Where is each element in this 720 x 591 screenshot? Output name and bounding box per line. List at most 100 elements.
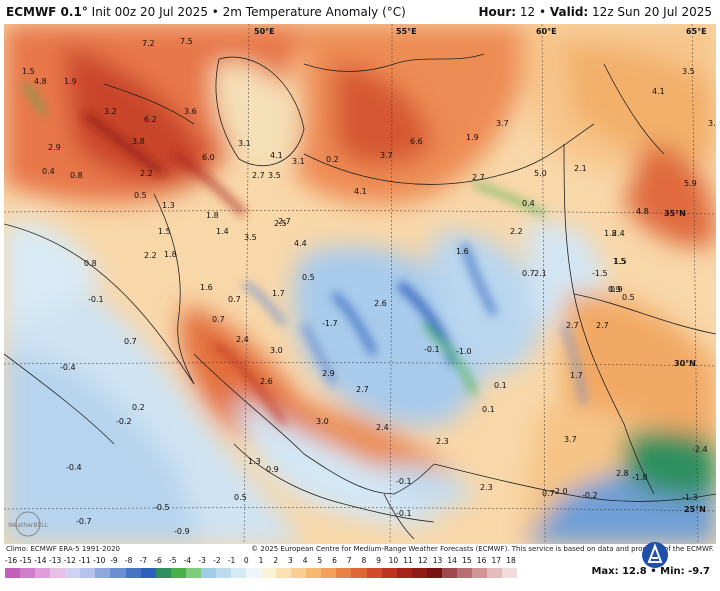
colorbar-tick: 4 bbox=[302, 556, 308, 565]
gridline bbox=[691, 24, 699, 544]
valid-label: Valid: bbox=[549, 5, 589, 19]
colorbar-tick: 8 bbox=[361, 556, 367, 565]
anomaly-value-label: 0.2 bbox=[132, 403, 145, 412]
anomaly-value-label: 7.2 bbox=[142, 39, 155, 48]
anomaly-value-label: 0.8 bbox=[70, 171, 83, 180]
colorbar-tick: 15 bbox=[462, 556, 472, 565]
anomaly-value-label: 0.9 bbox=[266, 465, 279, 474]
watermark-text: WeatherBELL bbox=[8, 522, 49, 529]
model-run-title: ECMWF 0.1° Init 00z 20 Jul 2025 • 2m Tem… bbox=[6, 5, 406, 19]
anomaly-value-label: 1.7 bbox=[570, 371, 583, 380]
anomaly-value-label: 0.7 bbox=[542, 489, 555, 498]
coord-label: 35°N bbox=[664, 209, 686, 218]
copyright-note: © 2025 European Centre for Medium-Range … bbox=[251, 545, 714, 553]
anomaly-value-label: 2.7 bbox=[596, 321, 609, 330]
anomaly-value-label: -1.0 bbox=[456, 347, 472, 356]
anomaly-value-label: 0.4 bbox=[522, 199, 535, 208]
colorbar-swatch bbox=[456, 568, 472, 578]
colorbar-swatch bbox=[155, 568, 171, 578]
coordinate-labels: 50°E 55°E 60°E 65°E 35°N 30°N 25°N bbox=[254, 27, 707, 514]
anomaly-value-label: 2.8 bbox=[616, 469, 629, 478]
anomaly-value-label: 6.2 bbox=[144, 115, 157, 124]
colorbar-tick: 7 bbox=[346, 556, 352, 565]
colorbar: -16 -15 -14 -13 -12 -11 -10 -9 -8 -7 -6 -5 -4 -3 -2 -1 0… bbox=[5, 556, 518, 578]
colorbar-swatch bbox=[366, 568, 382, 578]
colorbar-swatch bbox=[396, 568, 412, 578]
anomaly-value-label: -0.9 bbox=[174, 527, 190, 536]
anomaly-value-label: -0.1 bbox=[396, 509, 412, 518]
anomaly-value-label: 2.7 bbox=[356, 385, 369, 394]
anomaly-value-label: 2.7 bbox=[278, 217, 291, 226]
colorbar-tick: 3 bbox=[288, 556, 293, 565]
anomaly-value-label: 2.2 bbox=[510, 227, 523, 236]
anomaly-value-label: 3.2 bbox=[104, 107, 117, 116]
anomaly-value-label: 2.1 bbox=[534, 269, 547, 278]
map-canvas: 50°E 55°E 60°E 65°E35°N30°N25°N 7.2 7.5 1.5 4.… bbox=[4, 24, 716, 544]
anomaly-value-label: 2.9 bbox=[48, 143, 61, 152]
max-label: Max: bbox=[591, 566, 619, 577]
colorbar-swatch bbox=[441, 568, 457, 578]
anomaly-value-label: -0.7 bbox=[76, 517, 92, 526]
colorbar-swatch bbox=[351, 568, 367, 578]
colorbar-tick: 14 bbox=[447, 556, 457, 565]
anomaly-value-label: -1.3 bbox=[682, 493, 698, 502]
anomaly-value-label: 3.5 bbox=[244, 233, 257, 242]
anomaly-value-label: 0.1 bbox=[494, 381, 507, 390]
weatherbell-logo-icon bbox=[642, 542, 668, 568]
anomaly-value-label: 2.7 bbox=[252, 171, 265, 180]
anomaly-value-label: -0.2 bbox=[582, 491, 598, 500]
colorbar-swatch bbox=[306, 568, 322, 578]
colorbar-tick: 1 bbox=[258, 556, 264, 565]
anomaly-value-label: 1.5 bbox=[614, 257, 627, 266]
anomaly-value-label: 3.7 bbox=[564, 435, 577, 444]
hour-value: 12 bbox=[519, 5, 536, 19]
anomaly-value-label: 2.6 bbox=[374, 299, 387, 308]
colorbar-tick: -3 bbox=[198, 556, 206, 565]
coord-label: 55°E bbox=[396, 27, 417, 36]
colorbar-tick: -10 bbox=[93, 556, 106, 565]
anomaly-value-label: -2.0 bbox=[552, 487, 568, 496]
colorbar-swatch bbox=[5, 568, 21, 578]
anomaly-value-label: 2.1 bbox=[574, 164, 587, 173]
anomaly-value-label: 7.5 bbox=[180, 37, 193, 46]
anomaly-value-label: 1.3 bbox=[248, 457, 261, 466]
anomaly-value-label: 5.0 bbox=[534, 169, 547, 178]
anomaly-value-label: 3.7 bbox=[496, 119, 509, 128]
colorbar-tick: 0 bbox=[243, 556, 249, 565]
anomaly-value-label: 0.4 bbox=[42, 167, 55, 176]
anomaly-value-label: 4.1 bbox=[270, 151, 283, 160]
colorbar-swatches bbox=[5, 568, 518, 578]
anomaly-value-label: 2.2 bbox=[144, 251, 157, 260]
gridline bbox=[4, 507, 716, 512]
anomaly-value-label: 0.7 bbox=[124, 337, 137, 346]
anomaly-value-label: 3.0 bbox=[270, 346, 283, 355]
colorbar-swatch bbox=[291, 568, 307, 578]
anomaly-value-label: 0.1 bbox=[482, 405, 495, 414]
anomaly-value-label: 1.5 bbox=[158, 227, 171, 236]
anomaly-value-label: 4.1 bbox=[652, 87, 665, 96]
valid-time-title: Hour: 12 • Valid: 12z Sun 20 Jul 2025 bbox=[478, 5, 713, 19]
min-label: Min: bbox=[660, 566, 685, 577]
colorbar-tick: -8 bbox=[124, 556, 133, 565]
borders-coastlines bbox=[4, 53, 716, 540]
model-name: ECMWF 0.1° bbox=[6, 5, 88, 19]
anomaly-value-label: 1.5 bbox=[22, 67, 35, 76]
anomaly-value-label: 3.7 bbox=[380, 151, 393, 160]
anomaly-value-label: 2.3 bbox=[480, 483, 493, 492]
anomaly-value-label: 0.7 bbox=[522, 269, 535, 278]
anomaly-value-label: 6.6 bbox=[410, 137, 423, 146]
anomaly-value-label: 0.5 bbox=[302, 273, 315, 282]
colorbar-tick: 2 bbox=[273, 556, 279, 565]
colorbar-tick: 13 bbox=[432, 556, 443, 565]
colorbar-tick: 10 bbox=[388, 556, 399, 565]
anomaly-value-label: 1.3 bbox=[162, 201, 175, 210]
anomaly-value-label: 2.6 bbox=[260, 377, 273, 386]
coord-label: 25°N bbox=[684, 505, 706, 514]
colorbar-tick: -2 bbox=[213, 556, 221, 565]
colorbar-tick: 5 bbox=[317, 556, 323, 565]
anomaly-value-label: -1.8 bbox=[632, 473, 648, 482]
colorbar-swatch bbox=[276, 568, 292, 578]
anomaly-value-label: 1.8 bbox=[206, 211, 219, 220]
colorbar-tick: -13 bbox=[48, 556, 62, 565]
